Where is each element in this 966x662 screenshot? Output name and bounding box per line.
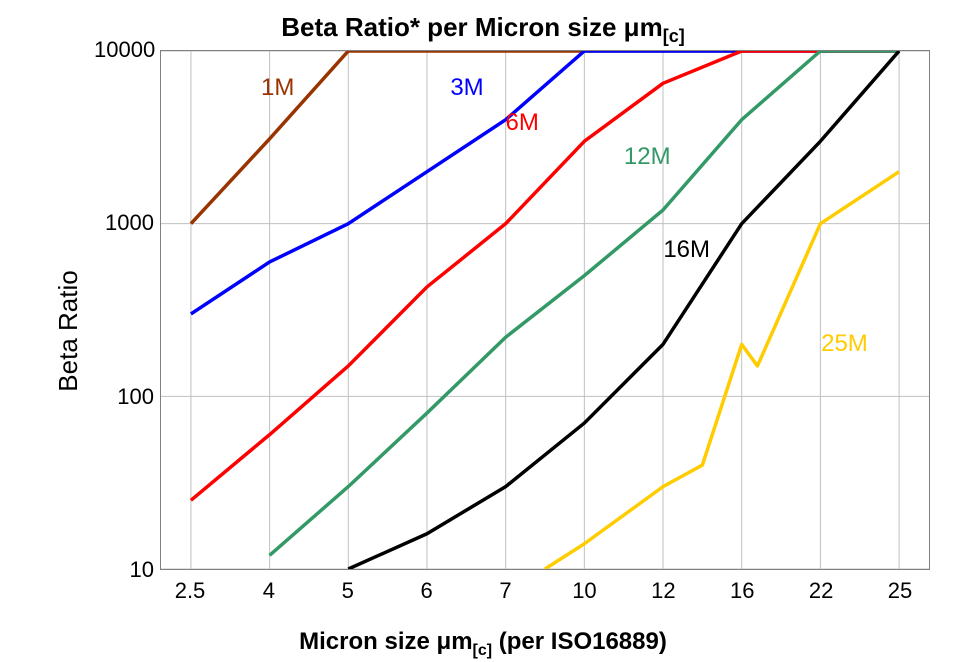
- series-label-6M: 6M: [506, 109, 539, 137]
- plot-area: [160, 50, 930, 570]
- x-tick: 10: [572, 578, 596, 604]
- x-tick: 25: [888, 578, 912, 604]
- series-label-3M: 3M: [450, 74, 483, 102]
- y-tick: 10000: [94, 37, 154, 63]
- series-16M: [348, 51, 899, 569]
- series-label-12M: 12M: [624, 143, 671, 171]
- series-label-16M: 16M: [663, 236, 710, 264]
- y-tick: 10: [94, 557, 154, 583]
- x-tick: 6: [421, 578, 433, 604]
- x-tick: 22: [809, 578, 833, 604]
- x-tick: 12: [651, 578, 675, 604]
- x-tick: 4: [263, 578, 275, 604]
- x-tick: 2.5: [175, 578, 206, 604]
- x-tick: 5: [342, 578, 354, 604]
- x-tick: 7: [499, 578, 511, 604]
- x-axis-label: Micron size μm[c] (per ISO16889): [0, 628, 966, 660]
- y-axis-label: Beta Ratio: [53, 270, 84, 391]
- y-tick: 1000: [94, 210, 154, 236]
- series-25M: [545, 172, 899, 569]
- series-6M: [191, 51, 899, 500]
- y-tick: 100: [94, 384, 154, 410]
- series-label-25M: 25M: [821, 330, 868, 358]
- x-tick: 16: [730, 578, 754, 604]
- series-label-1M: 1M: [261, 74, 294, 102]
